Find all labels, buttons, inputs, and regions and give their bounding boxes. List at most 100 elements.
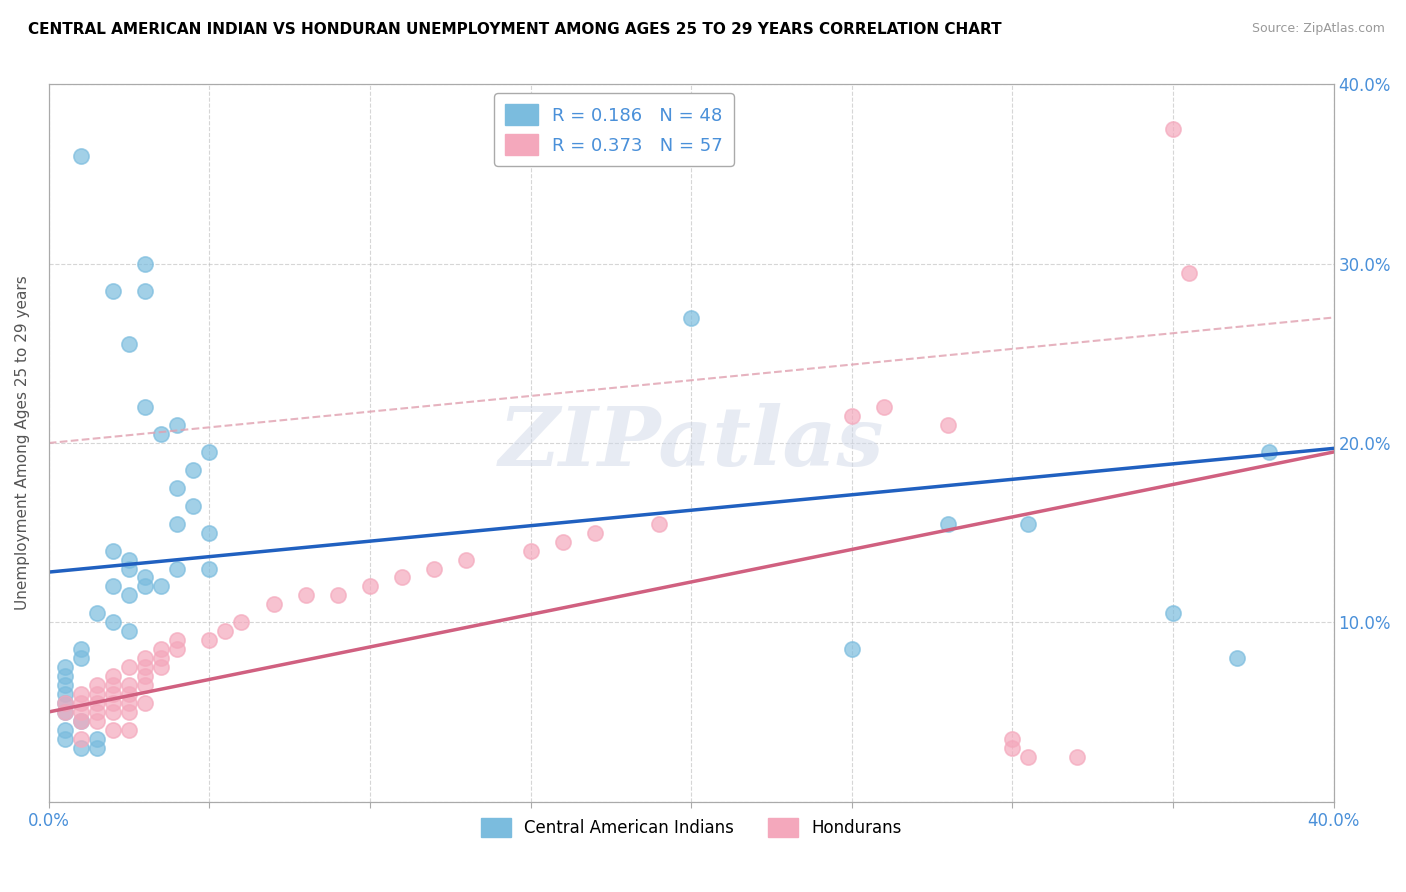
Point [118, 660, 141, 674]
Point [359, 579, 381, 593]
Point [70, 714, 93, 728]
Point [86, 696, 108, 710]
Point [166, 633, 188, 648]
Point [198, 633, 221, 648]
Point [1001, 740, 1024, 755]
Point [118, 696, 141, 710]
Point [134, 678, 156, 692]
Point [53, 660, 76, 674]
Point [86, 714, 108, 728]
Point [391, 570, 413, 584]
Point [263, 598, 285, 612]
Point [86, 687, 108, 701]
Point [294, 588, 316, 602]
Point [936, 418, 959, 433]
Legend: Central American Indians, Hondurans: Central American Indians, Hondurans [474, 811, 908, 844]
Text: Source: ZipAtlas.com: Source: ZipAtlas.com [1251, 22, 1385, 36]
Point [1001, 731, 1024, 746]
Point [118, 552, 141, 566]
Point [326, 588, 349, 602]
Point [70, 714, 93, 728]
Point [181, 499, 204, 513]
Point [166, 481, 188, 495]
Point [1178, 266, 1201, 280]
Point [841, 409, 863, 423]
Point [101, 284, 124, 298]
Point [118, 588, 141, 602]
Point [198, 525, 221, 540]
Point [118, 705, 141, 719]
Point [198, 445, 221, 459]
Point [101, 615, 124, 630]
Point [134, 257, 156, 271]
Point [118, 561, 141, 575]
Point [134, 669, 156, 683]
Point [86, 740, 108, 755]
Point [70, 731, 93, 746]
Point [150, 660, 173, 674]
Point [214, 624, 236, 639]
Point [118, 678, 141, 692]
Point [86, 731, 108, 746]
Point [1258, 445, 1281, 459]
Point [150, 651, 173, 665]
Point [70, 651, 93, 665]
Point [53, 705, 76, 719]
Point [53, 705, 76, 719]
Point [53, 687, 76, 701]
Point [551, 534, 574, 549]
Point [53, 731, 76, 746]
Point [1017, 749, 1039, 764]
Point [101, 543, 124, 558]
Point [150, 642, 173, 657]
Point [134, 696, 156, 710]
Point [101, 696, 124, 710]
Point [134, 400, 156, 414]
Point [70, 149, 93, 163]
Point [519, 543, 541, 558]
Point [936, 516, 959, 531]
Point [118, 337, 141, 351]
Point [134, 660, 156, 674]
Point [101, 678, 124, 692]
Point [181, 463, 204, 477]
Point [198, 561, 221, 575]
Point [134, 579, 156, 593]
Point [841, 642, 863, 657]
Point [583, 525, 606, 540]
Point [70, 696, 93, 710]
Point [166, 516, 188, 531]
Point [134, 570, 156, 584]
Point [150, 427, 173, 442]
Point [648, 516, 671, 531]
Point [150, 579, 173, 593]
Text: ZIPatlas: ZIPatlas [499, 403, 884, 483]
Point [118, 723, 141, 737]
Point [53, 669, 76, 683]
Point [681, 310, 703, 325]
Point [166, 561, 188, 575]
Point [101, 705, 124, 719]
Point [53, 723, 76, 737]
Point [86, 678, 108, 692]
Point [1161, 607, 1184, 621]
Point [166, 418, 188, 433]
Point [423, 561, 446, 575]
Point [166, 642, 188, 657]
Point [1226, 651, 1249, 665]
Point [70, 740, 93, 755]
Point [118, 624, 141, 639]
Point [101, 579, 124, 593]
Point [101, 687, 124, 701]
Y-axis label: Unemployment Among Ages 25 to 29 years: Unemployment Among Ages 25 to 29 years [15, 276, 30, 610]
Point [101, 669, 124, 683]
Point [53, 696, 76, 710]
Point [70, 642, 93, 657]
Text: CENTRAL AMERICAN INDIAN VS HONDURAN UNEMPLOYMENT AMONG AGES 25 TO 29 YEARS CORRE: CENTRAL AMERICAN INDIAN VS HONDURAN UNEM… [28, 22, 1001, 37]
Point [1066, 749, 1088, 764]
Point [134, 651, 156, 665]
Point [86, 607, 108, 621]
Point [118, 687, 141, 701]
Point [70, 687, 93, 701]
Point [873, 400, 896, 414]
